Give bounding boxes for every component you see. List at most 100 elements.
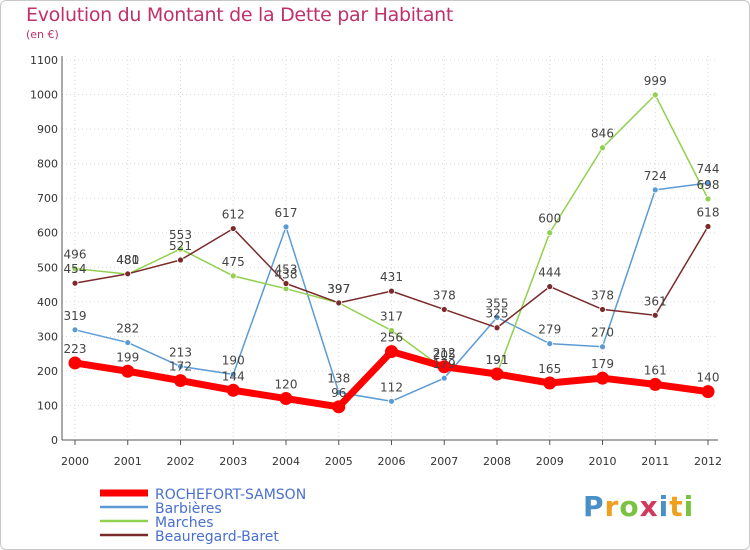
series-point-2: [388, 327, 395, 334]
data-label: 96: [331, 386, 346, 400]
data-label: 213: [169, 345, 192, 359]
data-label: 317: [380, 309, 403, 323]
series-point-3: [229, 225, 237, 232]
data-label: 165: [538, 362, 561, 376]
y-tick-label: 800: [37, 158, 58, 171]
series-point-2: [704, 195, 712, 203]
series-point-3: [651, 311, 659, 319]
data-label: 454: [64, 262, 87, 276]
legend-label: Barbières: [155, 501, 222, 517]
x-tick-label: 2012: [694, 455, 722, 468]
data-label: 190: [222, 353, 245, 367]
data-label: 397: [327, 282, 350, 296]
series-point-3: [546, 283, 554, 291]
series-point-0: [68, 356, 82, 370]
chart-subtitle: (en €): [26, 28, 59, 41]
series-point-1: [71, 326, 79, 334]
x-tick-label: 2000: [61, 455, 89, 468]
data-label: 140: [697, 371, 720, 385]
series-point-1: [651, 186, 659, 194]
data-label: 617: [275, 206, 298, 220]
x-tick-label: 2010: [589, 455, 617, 468]
series-point-1: [335, 388, 343, 396]
data-label: 138: [327, 371, 350, 385]
series-point-3: [493, 324, 501, 332]
series-point-1: [704, 179, 712, 187]
data-label: 279: [538, 323, 561, 337]
data-label: 397: [327, 282, 350, 296]
series-point-3: [704, 223, 712, 230]
data-label: 724: [644, 169, 667, 183]
series-point-0: [437, 360, 451, 374]
data-label: 612: [222, 208, 245, 222]
data-label: 999: [644, 74, 667, 88]
data-label: 120: [275, 378, 298, 392]
x-tick-label: 2001: [114, 455, 142, 468]
data-label: 378: [591, 288, 614, 302]
data-label: 521: [169, 239, 192, 253]
data-label: 191: [486, 353, 509, 367]
data-label: 212: [433, 346, 456, 360]
data-label: 256: [380, 331, 403, 345]
data-label: 179: [433, 357, 456, 371]
data-label: 846: [591, 127, 614, 141]
legend-label: ROCHEFORT-SAMSON: [155, 487, 306, 503]
x-tick-label: 2002: [167, 455, 195, 468]
data-label: 355: [486, 296, 509, 310]
data-label: 698: [697, 178, 720, 192]
series-point-1: [229, 370, 237, 378]
series-point-3: [335, 299, 343, 307]
series-point-0: [226, 383, 240, 397]
data-label: 205: [433, 348, 456, 362]
data-label: 600: [538, 212, 561, 226]
series-point-0: [701, 385, 715, 399]
series-point-1: [124, 339, 132, 346]
y-tick-label: 400: [37, 296, 58, 309]
data-label: 480: [116, 253, 139, 267]
data-label: 496: [64, 248, 87, 262]
series-point-0: [648, 377, 662, 391]
x-tick-label: 2009: [536, 455, 564, 468]
legend-label: Beauregard-Baret: [155, 529, 279, 545]
series-point-0: [279, 392, 293, 406]
series-point-3: [71, 279, 79, 287]
y-tick-label: 500: [37, 261, 58, 274]
data-label: 172: [169, 360, 192, 374]
series-point-2: [546, 229, 554, 237]
data-label: 319: [64, 309, 87, 323]
y-tick-label: 1100: [30, 54, 58, 67]
series-point-3: [440, 306, 448, 313]
series-point-0: [385, 345, 398, 359]
data-label: 431: [380, 270, 403, 284]
data-label: 453: [275, 263, 298, 277]
data-label: 361: [644, 294, 667, 308]
series-point-1: [177, 363, 184, 370]
data-label: 444: [538, 266, 561, 280]
data-label: 481: [116, 253, 139, 267]
data-label: 553: [169, 228, 192, 242]
series-point-0: [543, 376, 557, 390]
data-label: 223: [64, 342, 87, 356]
series-point-0: [121, 364, 135, 378]
series-point-1: [440, 374, 448, 382]
series-point-2: [599, 144, 606, 152]
series-point-1: [388, 397, 395, 405]
data-label: 744: [697, 162, 720, 176]
data-label: 438: [275, 268, 298, 282]
series-point-1: [282, 223, 290, 231]
series-point-1: [493, 313, 501, 321]
legend-label: Marches: [155, 515, 214, 531]
x-tick-label: 2003: [219, 455, 247, 468]
series-point-1: [599, 343, 606, 351]
series-point-0: [332, 400, 346, 414]
series-point-2: [229, 272, 237, 280]
y-tick-label: 900: [37, 123, 58, 136]
series-point-0: [490, 367, 504, 381]
y-tick-label: 700: [37, 192, 58, 205]
x-tick-label: 2006: [378, 455, 406, 468]
y-tick-label: 600: [37, 227, 58, 240]
data-label: 144: [222, 369, 245, 383]
series-point-1: [546, 340, 554, 348]
y-tick-label: 1000: [30, 89, 58, 102]
